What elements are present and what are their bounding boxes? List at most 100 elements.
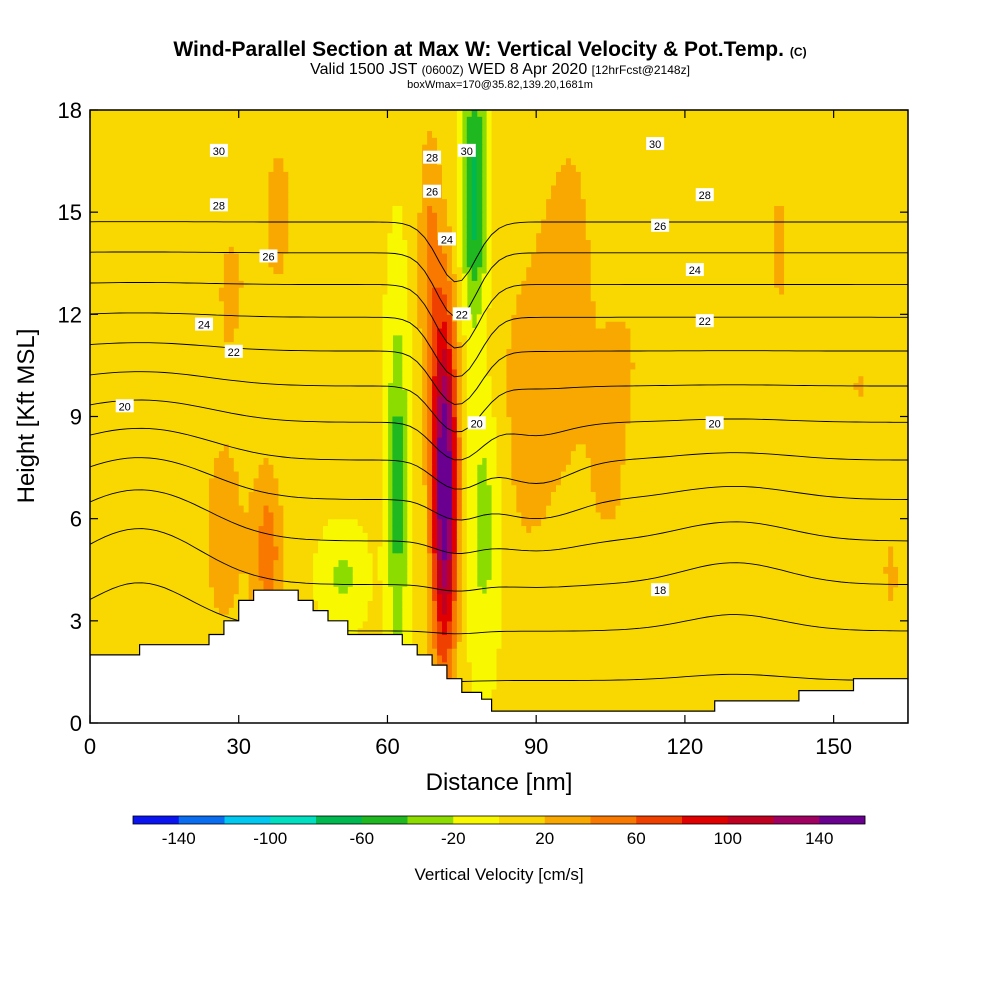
- velocity-cell: [843, 648, 850, 656]
- velocity-cell: [774, 654, 780, 663]
- velocity-cell: [560, 552, 567, 561]
- velocity-cell: [496, 641, 503, 649]
- velocity-cell: [332, 614, 339, 622]
- velocity-cell: [610, 695, 617, 704]
- velocity-cell: [744, 566, 750, 574]
- velocity-cell: [580, 648, 587, 656]
- velocity-cell: [293, 525, 299, 533]
- velocity-cell: [575, 593, 582, 601]
- velocity-cell: [759, 641, 765, 649]
- velocity-cell: [853, 532, 860, 540]
- velocity-cell: [808, 566, 815, 574]
- velocity-cell: [471, 566, 478, 574]
- velocity-cell: [218, 518, 225, 527]
- velocity-cell: [417, 539, 423, 547]
- velocity-cell: [298, 511, 304, 520]
- velocity-cell: [397, 511, 403, 520]
- velocity-cell: [684, 688, 691, 697]
- velocity-cell: [749, 675, 755, 683]
- velocity-cell: [248, 539, 255, 547]
- velocity-cell: [521, 539, 527, 547]
- velocity-cell: [684, 573, 691, 581]
- velocity-cell: [417, 518, 423, 527]
- velocity-cell: [441, 566, 448, 574]
- velocity-cell: [352, 545, 359, 554]
- velocity-cell: [793, 668, 800, 676]
- velocity-cell: [630, 702, 636, 710]
- velocity-cell: [179, 525, 185, 533]
- velocity-cell: [585, 600, 592, 608]
- velocity-cell: [501, 579, 508, 588]
- velocity-cell: [109, 600, 116, 608]
- velocity-cell: [714, 654, 721, 663]
- velocity-cell: [179, 573, 185, 581]
- velocity-cell: [704, 518, 711, 527]
- velocity-cell: [476, 661, 483, 670]
- velocity-cell: [516, 566, 522, 574]
- velocity-cell: [595, 620, 602, 629]
- velocity-cell: [898, 552, 904, 561]
- velocity-cell: [144, 600, 151, 608]
- velocity-cell: [734, 620, 741, 629]
- velocity-cell: [541, 586, 547, 595]
- velocity-cell: [878, 600, 884, 608]
- velocity-cell: [179, 586, 185, 595]
- velocity-cell: [129, 607, 136, 615]
- velocity-cell: [377, 511, 384, 520]
- velocity-cell: [501, 702, 508, 710]
- velocity-cell: [833, 586, 840, 595]
- velocity-cell: [189, 607, 195, 615]
- velocity-cell: [144, 573, 151, 581]
- velocity-cell: [377, 545, 384, 554]
- velocity-cell: [233, 511, 240, 520]
- velocity-cell: [684, 593, 691, 601]
- velocity-cell: [407, 511, 413, 520]
- velocity-cell: [526, 518, 532, 527]
- velocity-cell: [556, 661, 562, 670]
- velocity-cell: [556, 641, 562, 649]
- velocity-cell: [144, 518, 151, 527]
- velocity-cell: [466, 614, 473, 622]
- velocity-cell: [367, 525, 374, 533]
- velocity-cell: [769, 641, 775, 649]
- velocity-cell: [551, 675, 557, 683]
- velocity-cell: [258, 518, 265, 527]
- box-info: boxWmax=170@35.82,139.20,1681m: [407, 79, 593, 91]
- velocity-cell: [754, 545, 760, 554]
- velocity-cell: [858, 668, 864, 676]
- velocity-cell: [674, 552, 681, 561]
- velocity-cell: [625, 668, 631, 676]
- velocity-cell: [377, 614, 384, 622]
- velocity-cell: [362, 586, 369, 595]
- velocity-cell: [640, 607, 646, 615]
- velocity-cell: [541, 634, 547, 642]
- velocity-cell: [585, 559, 592, 567]
- velocity-cell: [615, 532, 622, 540]
- velocity-cell: [704, 525, 711, 533]
- velocity-cell: [308, 586, 314, 595]
- velocity-cell: [169, 586, 175, 595]
- velocity-cell: [273, 518, 279, 527]
- velocity-cell: [313, 511, 319, 520]
- velocity-cell: [570, 559, 577, 567]
- velocity-cell: [779, 634, 785, 642]
- velocity-cell: [446, 600, 453, 608]
- velocity-cell: [694, 518, 701, 527]
- velocity-cell: [466, 545, 473, 554]
- velocity-cell: [635, 675, 641, 683]
- velocity-cell: [779, 695, 785, 704]
- velocity-cell: [501, 532, 508, 540]
- velocity-cell: [114, 539, 121, 547]
- velocity-cell: [179, 559, 185, 567]
- velocity-cell: [615, 566, 622, 574]
- velocity-cell: [665, 539, 671, 547]
- velocity-cell: [734, 559, 741, 567]
- velocity-cell: [342, 545, 349, 554]
- velocity-cell: [813, 661, 820, 670]
- velocity-cell: [456, 586, 463, 595]
- velocity-cell: [600, 532, 607, 540]
- velocity-cell: [526, 668, 532, 676]
- velocity-cell: [595, 682, 602, 690]
- velocity-cell: [243, 525, 250, 533]
- velocity-cell: [739, 661, 745, 670]
